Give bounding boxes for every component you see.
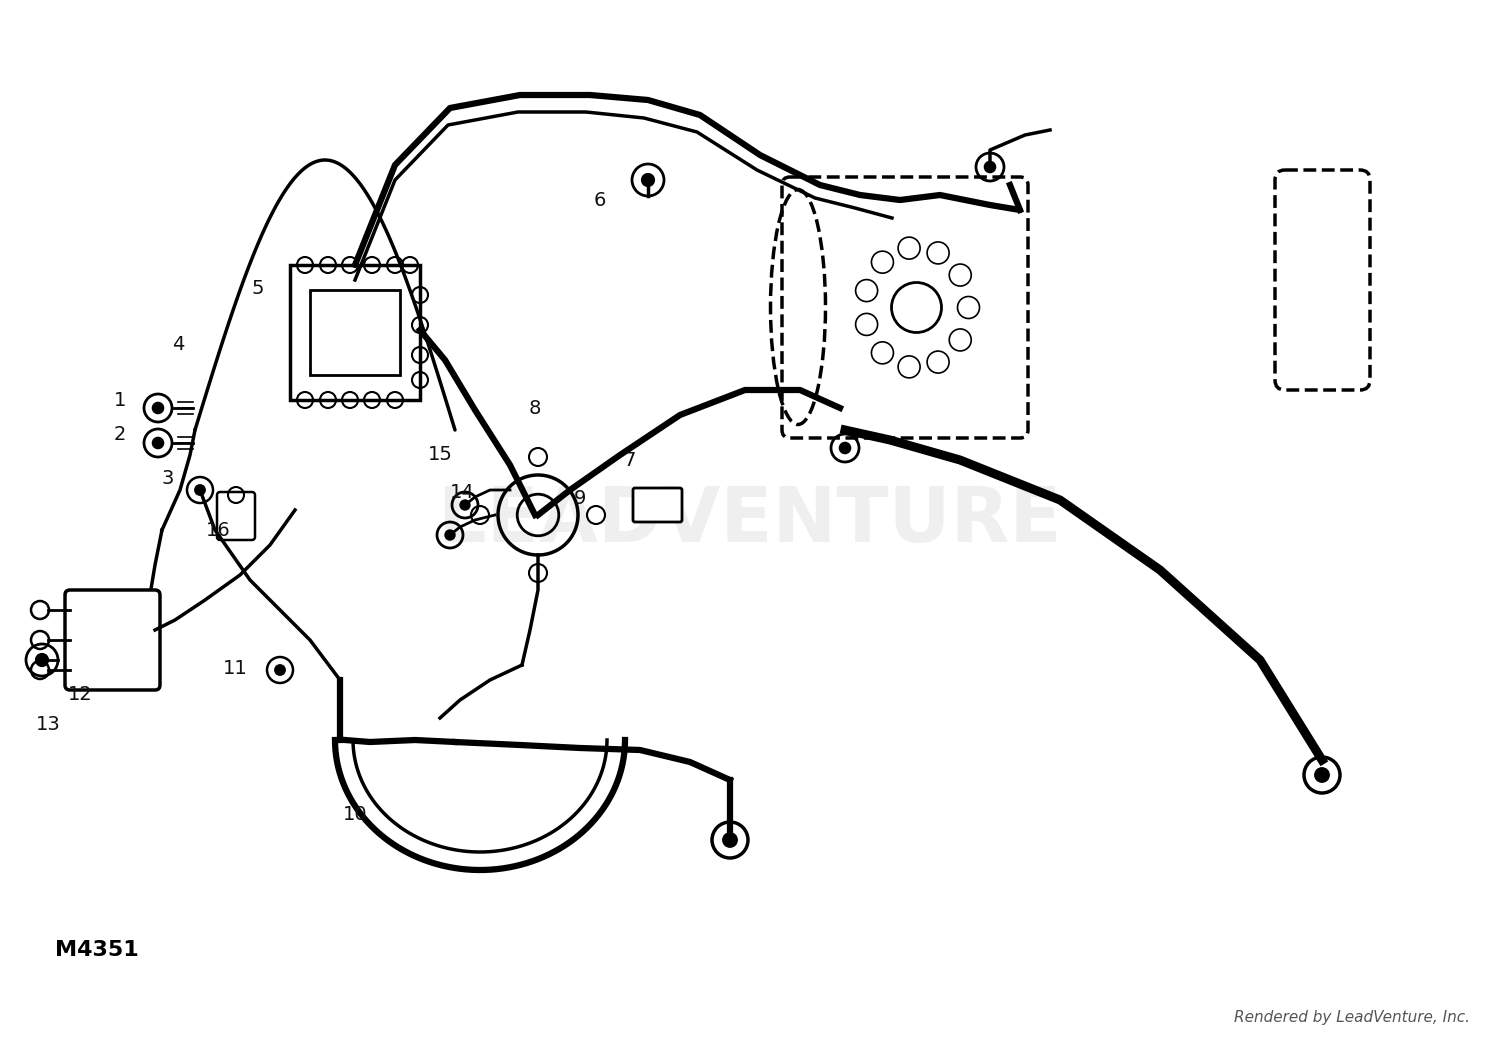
Circle shape [723, 833, 736, 847]
Circle shape [460, 500, 470, 510]
Text: 12: 12 [68, 686, 93, 704]
Text: 3: 3 [162, 469, 174, 488]
Circle shape [840, 443, 850, 453]
Text: 10: 10 [342, 805, 368, 824]
Text: 13: 13 [36, 716, 60, 735]
FancyBboxPatch shape [217, 492, 255, 540]
Text: 1: 1 [114, 391, 126, 410]
Circle shape [274, 665, 285, 675]
FancyBboxPatch shape [633, 488, 682, 522]
Circle shape [195, 485, 206, 495]
Circle shape [984, 162, 996, 173]
Circle shape [446, 530, 454, 540]
Text: Rendered by LeadVenture, Inc.: Rendered by LeadVenture, Inc. [1234, 1010, 1470, 1025]
FancyBboxPatch shape [310, 290, 401, 375]
Circle shape [153, 438, 164, 449]
FancyBboxPatch shape [290, 265, 420, 400]
Text: 11: 11 [222, 659, 248, 677]
FancyBboxPatch shape [1275, 170, 1370, 390]
Circle shape [153, 402, 164, 414]
Text: M4351: M4351 [56, 940, 138, 960]
Text: 15: 15 [427, 446, 453, 465]
Text: 4: 4 [172, 336, 184, 354]
FancyBboxPatch shape [64, 590, 160, 690]
Text: 2: 2 [114, 425, 126, 445]
Circle shape [36, 653, 48, 667]
Text: 16: 16 [206, 521, 231, 540]
FancyBboxPatch shape [782, 177, 1028, 438]
Text: 9: 9 [574, 489, 586, 507]
Text: 8: 8 [530, 398, 542, 418]
Circle shape [642, 174, 654, 187]
Text: 5: 5 [252, 278, 264, 298]
Circle shape [1316, 768, 1329, 783]
Text: LEADVENTURE: LEADVENTURE [438, 483, 1062, 559]
Text: 7: 7 [624, 450, 636, 470]
Text: 14: 14 [450, 482, 474, 501]
Text: 6: 6 [594, 191, 606, 209]
